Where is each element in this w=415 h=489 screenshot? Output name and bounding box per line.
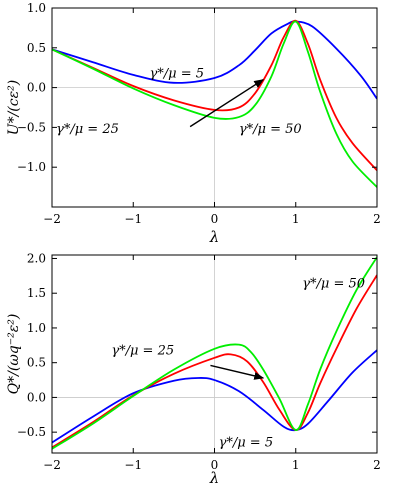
y-tick-label: 0.0: [27, 81, 46, 95]
x-tick-label: −1: [124, 458, 142, 472]
y-tick-label: 0.5: [27, 41, 46, 55]
chart-bottom-panel: −2 −1 0 1 2 −0.5 0.0 0.5 1.0 1.5 2.0 λ Q*/(ωq⁻²ε²) γ*…: [6, 251, 381, 487]
y-tick-label: 0.0: [27, 390, 46, 404]
y-tick-label: 0.5: [27, 356, 46, 370]
x-tick-label: 0: [211, 212, 219, 226]
x-tick-label: 1: [292, 458, 300, 472]
curve-annotation: γ*/μ = 50: [239, 122, 302, 137]
series-line-1: [52, 349, 377, 444]
curve-annotation: γ*/μ = 25: [56, 122, 119, 137]
annotation-arrow: [210, 364, 265, 380]
series-line-3: [52, 256, 377, 450]
x-tick-label: −2: [43, 458, 61, 472]
y-axis-label: Q*/(ωq⁻²ε²): [6, 314, 22, 395]
curve-annotation: γ*/μ = 50: [302, 277, 365, 292]
y-tick-label: −0.5: [17, 425, 46, 439]
y-tick-label: 1.5: [27, 286, 46, 300]
curve-annotation: γ*/μ = 5: [219, 436, 274, 451]
x-axis-label: λ: [209, 469, 220, 487]
curve-annotation: γ*/μ = 25: [111, 343, 174, 358]
x-tick-label: −1: [124, 212, 142, 226]
series-line-1: [52, 20, 377, 100]
y-tick-label: 2.0: [27, 251, 46, 265]
curve-annotation: γ*/μ = 5: [150, 66, 205, 81]
x-tick-label: 0: [211, 458, 219, 472]
series-line-3: [52, 20, 377, 188]
x-tick-label: 2: [373, 212, 381, 226]
y-tick-label: 1.0: [27, 1, 46, 15]
y-axis-label: U*/(cε²): [6, 80, 22, 135]
chart-top-panel: −2 −1 0 1 2 −1.0 −0.5 0.0 0.5 1.0 λ U*/(cε²) γ*/μ = …: [6, 1, 381, 246]
y-tick-label: −0.5: [17, 120, 46, 134]
series-line-2: [52, 19, 377, 171]
annotation-arrow: [189, 79, 265, 128]
x-tick-label: 2: [373, 458, 381, 472]
y-tick-label: 1.0: [27, 321, 46, 335]
y-tick-label: −1.0: [17, 160, 46, 174]
x-axis-label: λ: [209, 228, 220, 246]
x-tick-label: −2: [43, 212, 61, 226]
x-tick-label: 1: [292, 212, 300, 226]
